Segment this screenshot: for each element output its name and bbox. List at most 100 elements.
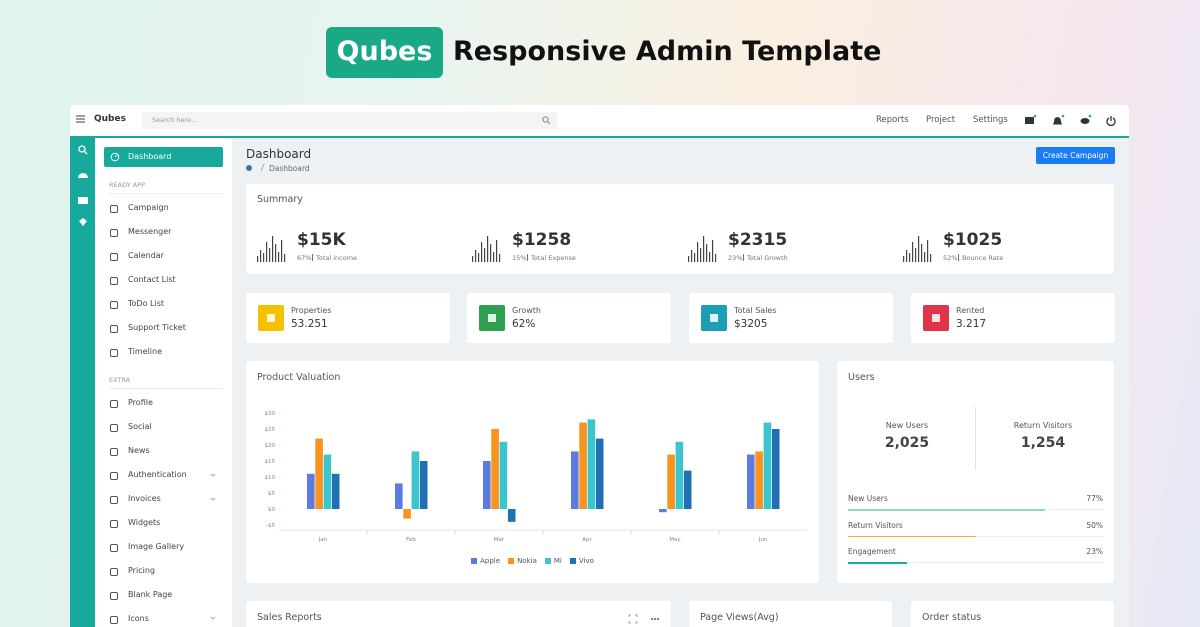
spark-bar (697, 242, 699, 262)
x-tick-label: Apr (582, 537, 592, 543)
spark-bar (260, 250, 262, 262)
sparkline (688, 236, 717, 262)
y-tick-label: $20 (265, 443, 276, 449)
sidebar-icon (110, 448, 118, 456)
sparkline (903, 236, 932, 262)
users-card (837, 361, 1114, 583)
spark-bar (694, 253, 696, 262)
nav-link[interactable]: Project (926, 115, 956, 125)
search-placeholder: Search here... (152, 116, 198, 124)
spark-bar (493, 252, 495, 262)
stat-value: 3.217 (956, 318, 987, 330)
trend-arrow (743, 254, 744, 261)
legend-item[interactable]: Apple (471, 557, 500, 565)
sidebar-item[interactable]: Authentication (128, 470, 187, 479)
progress-label: Return Visitors (848, 520, 903, 530)
sidebar-item[interactable]: Contact List (128, 275, 176, 284)
bar (491, 429, 499, 509)
sidebar-item[interactable]: Timeline (128, 347, 163, 356)
summary-value: $1258 (512, 230, 572, 250)
bar (419, 461, 428, 509)
spark-bar (487, 236, 489, 262)
sidebar-item[interactable]: Pricing (128, 566, 155, 575)
summary-value: $15K (297, 230, 346, 250)
x-tick-label: Jun (758, 537, 768, 543)
sidebar-active[interactable] (104, 147, 223, 167)
stat-value: 53.251 (291, 318, 328, 330)
bar (763, 422, 772, 509)
y-tick-label: $15 (265, 459, 276, 465)
sparkline (472, 236, 501, 262)
sidebar-item[interactable]: Invoices (128, 494, 161, 503)
legend-item[interactable]: Vivo (569, 557, 594, 565)
menu-icon[interactable] (76, 114, 86, 124)
create-button[interactable] (1036, 147, 1115, 164)
spark-bar (275, 244, 277, 262)
sidebar-item[interactable]: Calendar (128, 251, 164, 260)
summary-label: Total Growth (747, 254, 788, 262)
legend: Apple Nokia Mi Vivo (246, 557, 819, 565)
breadcrumb[interactable]: Dashboard (269, 164, 310, 173)
bottom-card-title: Order status (922, 612, 982, 623)
progress-label: New Users (848, 494, 888, 503)
sidebar-item[interactable]: Blank Page (128, 590, 173, 599)
sidebar-icon (110, 205, 118, 213)
topbar-icons[interactable] (1024, 114, 1119, 128)
spark-bar (263, 253, 265, 262)
stat-value: 62% (512, 318, 536, 330)
nav-link[interactable]: Reports (876, 115, 909, 125)
rail-icons[interactable] (76, 144, 90, 234)
sidebar-item[interactable]: Widgets (128, 518, 161, 527)
summary-pct: 52% (943, 254, 958, 262)
search-box[interactable] (142, 112, 557, 129)
progress-value: 23% (1086, 547, 1103, 556)
spark-bar (706, 244, 708, 262)
legend-swatch (569, 558, 576, 564)
progress-bar (848, 562, 907, 564)
counter-label: Return Visitors (1013, 421, 1073, 430)
sidebar-item[interactable]: Profile (128, 398, 153, 407)
sidebar-item[interactable]: Social (128, 422, 152, 431)
sidebar-item[interactable]: Support Ticket (128, 323, 186, 332)
page-title: Dashboard (246, 147, 312, 161)
sidebar-item[interactable]: Image Gallery (128, 542, 185, 551)
summary-label: Bounce Rate (962, 254, 1004, 262)
legend-label: Nokia (517, 557, 537, 565)
brand-badge (326, 27, 443, 78)
sidebar-icon (110, 616, 118, 624)
spark-bar (712, 240, 714, 262)
legend-label: Vivo (578, 557, 594, 565)
card-tools[interactable] (628, 614, 662, 624)
sidebar-icon (110, 472, 118, 480)
spark-bar (257, 256, 259, 262)
sidebar-item[interactable]: ToDo List (128, 299, 165, 308)
summary-pct: 67% (297, 254, 312, 262)
spark-bar (281, 240, 283, 262)
bar (771, 429, 780, 509)
summary-title: Summary (257, 194, 303, 205)
legend-item[interactable]: Nokia (508, 557, 537, 565)
bottom-card-title: Page Views(Avg) (700, 612, 779, 623)
sidebar-item[interactable]: Campaign (128, 203, 169, 212)
stat-label: Growth (512, 306, 541, 315)
counter-value: 2,025 (884, 435, 930, 451)
trend-arrow (312, 254, 313, 261)
bar (675, 441, 684, 509)
spark-bar (266, 242, 268, 262)
sidebar-item[interactable]: Icons (128, 614, 149, 623)
legend-item[interactable]: Mi (544, 557, 562, 565)
submenu-carets (210, 473, 216, 620)
stat-glyph (710, 314, 718, 322)
progress-label: Engagement (848, 547, 896, 556)
sidebar-item[interactable]: News (128, 446, 150, 455)
spark-bar (906, 250, 908, 262)
sidebar-icon (110, 325, 118, 333)
progress-track (848, 535, 1104, 537)
bar (595, 438, 604, 509)
sidebar-item[interactable]: Messenger (128, 227, 172, 236)
sidebar-rule (109, 388, 223, 389)
nav-link[interactable]: Settings (973, 115, 1008, 125)
spark-bar (924, 252, 926, 262)
summary-value: $1025 (943, 230, 1003, 250)
bar (331, 473, 340, 509)
